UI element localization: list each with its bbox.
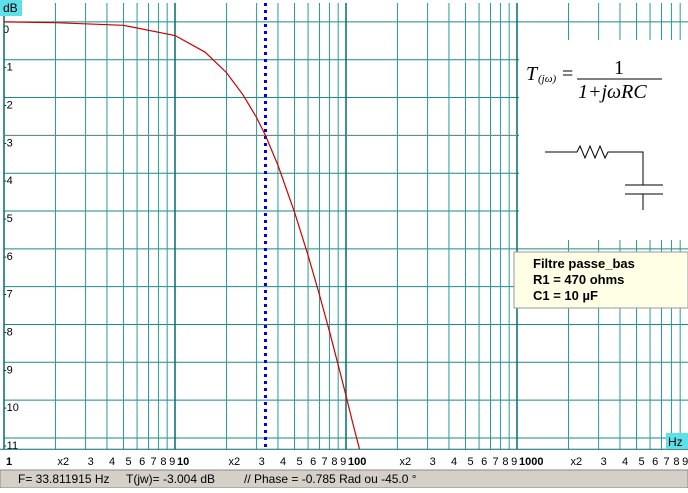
y-tick-label: -9 xyxy=(3,364,13,376)
status-frequency: F= 33.811915 Hz xyxy=(18,472,110,486)
circuit xyxy=(545,144,663,210)
x-tick-label: 4 xyxy=(622,456,628,468)
x-tick-label: 9 xyxy=(511,456,517,468)
x-tick-label: 9 xyxy=(340,456,346,468)
x-tick-label: x2 xyxy=(57,456,69,468)
info-c: C1 = 10 µF xyxy=(533,288,598,303)
formula-panel xyxy=(519,40,688,240)
x-tick-label: 7 xyxy=(493,456,499,468)
x-tick-label: 7 xyxy=(322,456,328,468)
response-curve xyxy=(3,21,361,450)
x-axis-label: Hz xyxy=(668,435,683,449)
x-tick-label: 8 xyxy=(502,456,508,468)
y-tick-label: 0 xyxy=(3,24,9,36)
formula-sub: (jω) xyxy=(538,73,556,85)
x-tick-label: 8 xyxy=(331,456,337,468)
formula-den: 1+jωRC xyxy=(578,81,647,103)
y-tick-label: -7 xyxy=(3,289,13,301)
x-tick-label: 4 xyxy=(280,456,286,468)
formula-num: 1 xyxy=(614,57,624,79)
x-tick-label: 100 xyxy=(348,456,366,468)
x-tick-label: x2 xyxy=(570,456,582,468)
y-tick-label: -5 xyxy=(3,213,13,225)
y-tick-label: -3 xyxy=(3,137,13,149)
info-r: R1 = 470 ohms xyxy=(533,272,624,287)
resistor xyxy=(545,144,644,185)
x-tick-label: x2 xyxy=(399,456,411,468)
status-gain: T(jw)= -3.004 dB xyxy=(126,472,215,486)
x-tick-label: 6 xyxy=(139,456,145,468)
y-tick-label: -8 xyxy=(3,326,13,338)
formula-eq: = xyxy=(562,63,573,85)
x-tick-label: 1 xyxy=(6,456,12,468)
x-tick-label: 9 xyxy=(169,456,175,468)
x-label-box xyxy=(666,433,688,449)
status-phase: // Phase = -0.785 Rad ou -45.0 ° xyxy=(244,472,417,486)
y-tick-label: -11 xyxy=(3,440,18,452)
y-tick-label: -2 xyxy=(3,100,13,112)
y-axis-label: dB xyxy=(3,1,18,15)
x-tick-label: 5 xyxy=(468,456,474,468)
x-tick-label: 4 xyxy=(109,456,115,468)
marks xyxy=(3,3,518,450)
x-tick-label: 10 xyxy=(177,456,189,468)
x-tick-label: x2 xyxy=(228,456,240,468)
x-tick-label: 9 xyxy=(682,456,688,468)
y-tick-label: -10 xyxy=(3,402,19,414)
y-tick-label: -4 xyxy=(3,175,13,187)
x-tick-label: 5 xyxy=(126,456,132,468)
x-tick-label: 6 xyxy=(310,456,316,468)
info-title: Filtre passe_bas xyxy=(533,256,635,271)
x-tick-label: 6 xyxy=(652,456,658,468)
y-label-box xyxy=(0,0,22,16)
x-tick-label: 3 xyxy=(259,456,265,468)
y-tick-label: -1 xyxy=(3,62,13,74)
y-tick-label: -6 xyxy=(3,251,13,263)
x-tick-label: 3 xyxy=(601,456,607,468)
x-tick-label: 5 xyxy=(297,456,303,468)
x-tick-label: 7 xyxy=(664,456,670,468)
x-tick-label: 7 xyxy=(151,456,157,468)
x-tick-label: 8 xyxy=(160,456,166,468)
x-tick-label: 6 xyxy=(481,456,487,468)
formula-lhs: T xyxy=(526,63,539,85)
x-tick-label: 8 xyxy=(673,456,679,468)
info-box xyxy=(513,251,688,309)
x-tick-label: 4 xyxy=(451,456,457,468)
x-tick-label: 5 xyxy=(639,456,645,468)
x-tick-label: 1000 xyxy=(519,456,543,468)
x-tick-label: 3 xyxy=(88,456,94,468)
x-tick-label: 3 xyxy=(430,456,436,468)
